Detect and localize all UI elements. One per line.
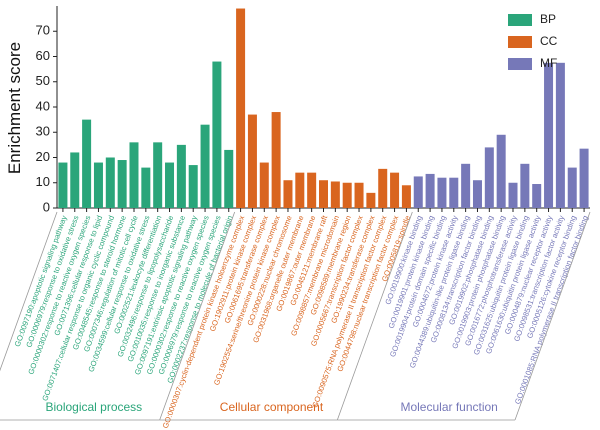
bar: [165, 162, 175, 208]
bar: [496, 134, 506, 208]
group-separator: [336, 211, 413, 421]
bar: [413, 176, 423, 208]
y-tick-label: 50: [36, 73, 50, 88]
bar: [342, 182, 352, 208]
y-tick-label: 20: [36, 149, 50, 164]
y-tick-label: 60: [36, 48, 50, 63]
y-tick-label: 30: [36, 124, 50, 139]
bar: [555, 62, 565, 208]
bar: [259, 162, 269, 208]
bar: [141, 167, 151, 208]
bar: [330, 181, 340, 208]
bar: [188, 165, 198, 208]
bar: [318, 180, 329, 208]
legend-swatch: [508, 36, 532, 48]
bar: [378, 168, 388, 208]
bar: [508, 182, 518, 208]
bar: [58, 162, 68, 208]
y-tick-label: 70: [36, 23, 50, 38]
bar: [105, 157, 115, 208]
y-tick-label: 0: [43, 199, 50, 214]
legend-swatch: [508, 58, 532, 70]
bar: [366, 192, 376, 208]
group-separator: [159, 211, 236, 421]
bar: [82, 119, 92, 208]
bar: [271, 112, 281, 208]
bar: [224, 149, 234, 208]
bar: [390, 172, 400, 208]
bar: [129, 142, 139, 208]
y-axis-label: Enrichment score: [5, 42, 24, 174]
bar: [117, 160, 127, 208]
bar: [544, 62, 554, 208]
bar: [153, 142, 163, 208]
bar: [520, 163, 530, 208]
bar: [484, 147, 494, 208]
bar: [437, 177, 447, 208]
legend-label: MF: [540, 56, 557, 70]
bar: [93, 162, 103, 208]
bar: [236, 8, 246, 209]
group-label: Biological process: [45, 400, 142, 414]
legend-swatch: [508, 14, 532, 26]
bar: [295, 172, 305, 208]
bar: [532, 184, 542, 208]
bar: [579, 148, 589, 208]
bar: [70, 152, 80, 208]
bar: [401, 185, 411, 208]
bar: [472, 180, 482, 208]
bar: [461, 163, 471, 208]
legend-label: BP: [540, 12, 556, 26]
y-tick-label: 40: [36, 98, 50, 113]
bar: [567, 167, 577, 208]
bar: [425, 173, 435, 208]
bar: [200, 124, 210, 208]
bar: [307, 172, 317, 208]
group-label: Molecular function: [400, 400, 497, 414]
group-separator: [514, 211, 591, 421]
bar: [176, 144, 186, 208]
group-label: Cellular component: [220, 400, 324, 414]
y-tick-label: 10: [36, 174, 50, 189]
bar: [212, 61, 222, 208]
bar: [247, 114, 257, 208]
bar: [354, 182, 364, 208]
group-separator: [0, 211, 58, 372]
legend-label: CC: [540, 34, 558, 48]
bar: [449, 177, 459, 208]
bar: [283, 180, 293, 208]
